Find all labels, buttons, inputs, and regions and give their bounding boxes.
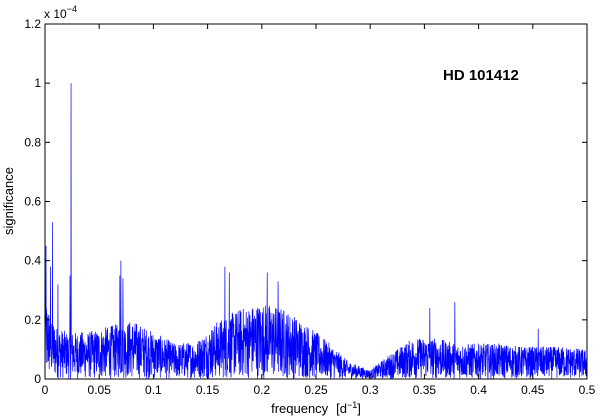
- x-axis-title-unit-sup: −1: [347, 400, 357, 410]
- y-axis-title: significance: [1, 167, 16, 235]
- y-tick-label: 0: [34, 372, 41, 386]
- y-tick-label: 0.4: [24, 254, 41, 268]
- series-line: [44, 83, 588, 380]
- series-layer: [44, 83, 588, 380]
- ticks-layer: 0 0.05 0.1 0.15 0.2 0.25 0.3 0.35 0.4 0.45 0.5 0 0.2…: [24, 17, 595, 397]
- x-tick-label: 0.4: [470, 383, 487, 397]
- x-axis-title-unit: [d: [336, 401, 347, 416]
- y-tick-label: 1.2: [24, 17, 41, 31]
- x-tick-label: 0.05: [88, 383, 112, 397]
- x-tick-label: 0.35: [413, 383, 437, 397]
- annotation-label: HD 101412: [443, 67, 519, 84]
- x-axis-title: frequency [d−1]: [271, 400, 361, 416]
- y-scale-base: x 10: [44, 7, 67, 21]
- x-tick-label: 0.15: [196, 383, 220, 397]
- y-scale-exponent: −4: [67, 4, 77, 14]
- x-tick-label: 0.1: [145, 383, 162, 397]
- x-tick-label: 0.25: [304, 383, 328, 397]
- y-tick-label: 0.2: [24, 313, 41, 327]
- plot-background: [45, 24, 587, 379]
- x-tick-label: 0: [42, 383, 49, 397]
- x-axis-title-unit-close: ]: [357, 401, 361, 416]
- x-tick-label: 0.45: [521, 383, 545, 397]
- y-tick-label: 0.8: [24, 135, 41, 149]
- x-axis-title-main: frequency: [271, 401, 329, 416]
- x-tick-label: 0.2: [253, 383, 270, 397]
- y-scale-label: x 10−4: [44, 4, 77, 21]
- x-tick-label: 0.3: [362, 383, 379, 397]
- y-tick-label: 0.6: [24, 195, 41, 209]
- x-tick-label: 0.5: [579, 383, 596, 397]
- y-tick-label: 1: [34, 76, 41, 90]
